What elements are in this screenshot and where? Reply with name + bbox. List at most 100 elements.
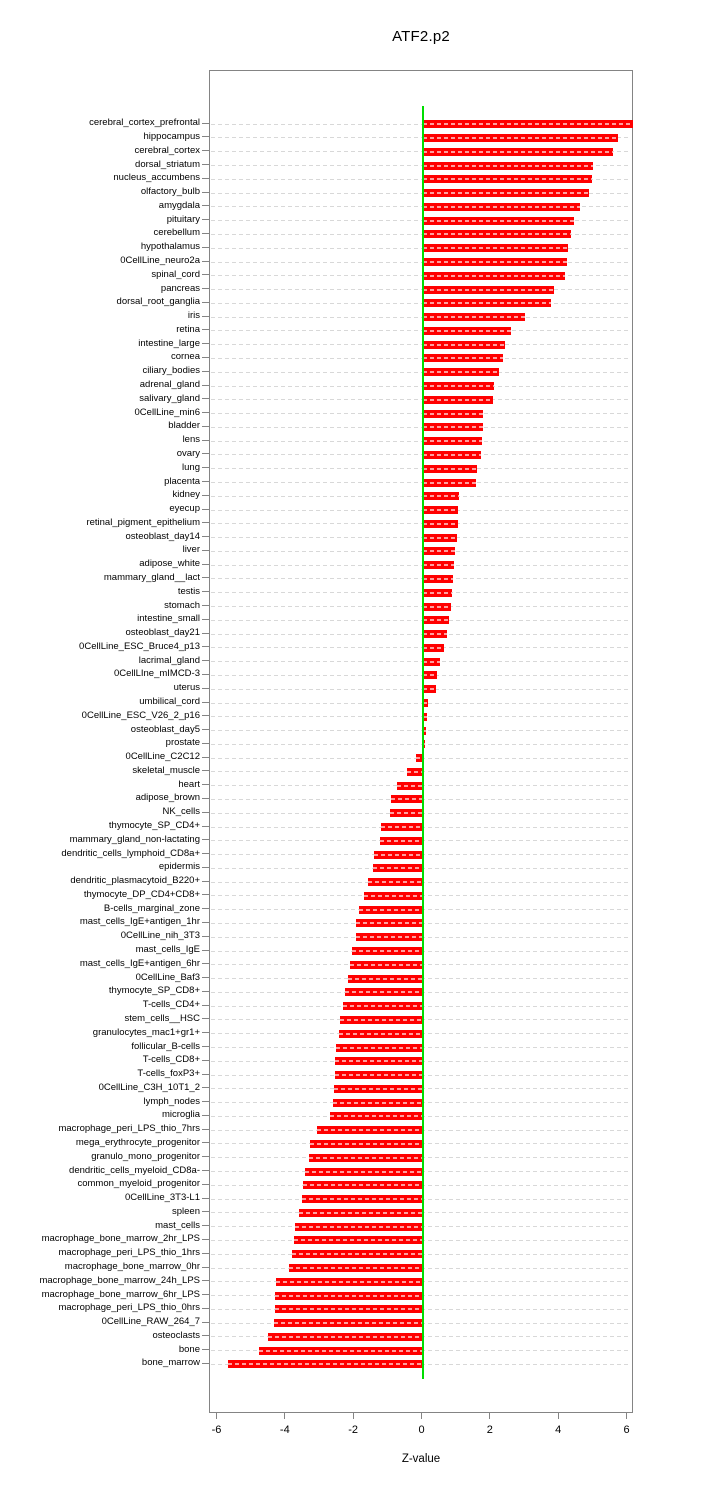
x-tick <box>215 1413 217 1419</box>
gridline <box>211 426 631 428</box>
category-label: 0CellLine_neuro2a <box>120 255 200 266</box>
x-tick <box>489 1413 491 1419</box>
x-tick-label: 0 <box>418 1424 425 1436</box>
y-tick <box>202 660 209 662</box>
y-tick <box>202 1307 209 1309</box>
gridline <box>211 619 631 621</box>
bar <box>422 574 453 583</box>
bar <box>422 395 494 404</box>
y-tick <box>202 1252 209 1254</box>
category-label: stem_cells__HSC <box>124 1012 201 1024</box>
bar <box>347 974 423 983</box>
gridline <box>211 357 631 359</box>
category-label: dendritic_cells_lymphoid_CD8a+ <box>61 847 200 859</box>
y-tick <box>202 742 209 744</box>
category-label: macrophage_peri_LPS_thio_1hrs <box>58 1247 200 1259</box>
bar <box>422 409 484 418</box>
bar <box>422 699 429 707</box>
bar <box>422 258 567 266</box>
y-tick <box>202 605 209 607</box>
gridline <box>211 495 631 497</box>
y-tick <box>202 536 209 538</box>
gridline <box>211 592 631 594</box>
y-tick <box>202 1128 209 1130</box>
y-tick <box>202 288 209 290</box>
category-label: thymocyte_DP_CD4+CD8+ <box>83 888 200 900</box>
y-tick <box>202 1114 209 1116</box>
bar <box>422 616 450 625</box>
gridline <box>211 123 631 125</box>
bar <box>332 1098 423 1107</box>
category-label: cornea <box>170 351 200 363</box>
y-tick <box>202 246 209 248</box>
category-label: 0CellLine_C3H_10T1_2 <box>98 1081 200 1093</box>
category-label: ovary <box>176 447 200 459</box>
category-label: granulocytes_mac1+gr1+ <box>92 1026 200 1038</box>
bar <box>422 244 569 253</box>
category-label: iris <box>187 310 200 322</box>
bar <box>422 354 503 363</box>
y-tick <box>202 453 209 455</box>
category-label: 0CellLIne_mIMCD-3 <box>113 668 200 680</box>
y-tick <box>202 949 209 951</box>
category-label: placenta <box>164 475 200 487</box>
category-label: prostate <box>165 737 200 749</box>
bar <box>288 1264 423 1273</box>
y-tick <box>202 825 209 827</box>
y-tick <box>202 591 209 593</box>
category-label: mast_cells <box>155 1219 200 1231</box>
category-label: thymocyte_SP_CD4+ <box>108 820 200 832</box>
bar <box>302 1181 423 1190</box>
y-tick <box>202 1183 209 1185</box>
category-label: mast_cells_IgE <box>135 944 200 956</box>
category-label: hippocampus <box>143 130 200 142</box>
y-tick <box>202 481 209 482</box>
y-tick <box>202 370 209 372</box>
gridline <box>211 730 631 732</box>
bar <box>335 1057 423 1066</box>
gridline <box>211 151 631 153</box>
gridline <box>211 247 631 249</box>
category-label: mammary_gland_non-lactating <box>69 833 200 845</box>
bar <box>416 754 423 763</box>
chart-title: ATF2.p2 <box>392 28 450 45</box>
gridline <box>211 302 631 304</box>
y-tick <box>202 1073 209 1075</box>
y-tick <box>202 880 209 882</box>
y-tick <box>202 164 209 166</box>
bar <box>373 850 423 859</box>
y-tick <box>202 1032 209 1034</box>
x-tick <box>421 1413 422 1419</box>
bar <box>344 988 423 997</box>
bar <box>372 864 423 873</box>
y-tick <box>202 508 209 510</box>
x-tick-label: -6 <box>211 1424 222 1436</box>
bar <box>359 905 423 914</box>
y-tick <box>202 219 209 221</box>
bar <box>407 767 423 776</box>
category-label: 0CellLine_C2C12 <box>125 751 200 763</box>
y-tick <box>202 274 209 276</box>
category-label: follicular_B-cells <box>131 1040 200 1052</box>
bar <box>422 630 448 639</box>
category-label: liver <box>182 544 200 556</box>
gridline <box>211 564 631 566</box>
gridline <box>211 716 631 718</box>
gridline <box>211 233 631 235</box>
y-tick <box>202 191 209 193</box>
bar <box>422 492 460 501</box>
y-tick <box>202 425 209 427</box>
gridline <box>211 702 631 704</box>
y-tick <box>202 412 209 414</box>
category-label: retinal_pigment_epithelium <box>86 516 200 528</box>
gridline <box>211 454 631 456</box>
bar <box>304 1167 423 1176</box>
x-tick <box>557 1413 559 1419</box>
bar <box>295 1222 423 1231</box>
category-label: T-cells_CD4+ <box>142 999 200 1011</box>
category-label: T-cells_CD8+ <box>142 1054 200 1066</box>
gridline <box>211 523 631 525</box>
category-label: cerebral_cortex <box>134 144 200 156</box>
category-label: pancreas <box>160 282 200 294</box>
